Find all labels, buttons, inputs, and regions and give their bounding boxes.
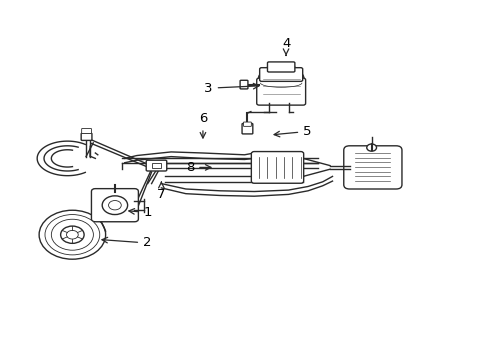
FancyBboxPatch shape — [240, 80, 247, 89]
Circle shape — [108, 201, 121, 210]
FancyBboxPatch shape — [343, 146, 401, 189]
FancyBboxPatch shape — [91, 189, 138, 222]
Text: 6: 6 — [198, 112, 207, 138]
Circle shape — [39, 210, 105, 259]
Circle shape — [61, 226, 84, 243]
Circle shape — [102, 196, 127, 215]
FancyBboxPatch shape — [146, 160, 166, 171]
FancyBboxPatch shape — [242, 123, 252, 134]
FancyBboxPatch shape — [81, 133, 92, 140]
Text: 4: 4 — [281, 37, 290, 55]
FancyBboxPatch shape — [81, 129, 91, 134]
Circle shape — [51, 219, 93, 250]
Circle shape — [66, 230, 78, 239]
Text: 1: 1 — [129, 206, 151, 219]
FancyBboxPatch shape — [259, 68, 302, 81]
Ellipse shape — [258, 64, 304, 98]
FancyBboxPatch shape — [251, 152, 303, 183]
Text: 7: 7 — [157, 182, 165, 201]
Circle shape — [366, 144, 376, 151]
FancyBboxPatch shape — [243, 122, 251, 126]
Text: 8: 8 — [185, 161, 210, 174]
Circle shape — [45, 215, 100, 255]
FancyBboxPatch shape — [256, 78, 305, 105]
Text: 3: 3 — [204, 82, 258, 95]
FancyBboxPatch shape — [267, 62, 294, 72]
Text: 2: 2 — [102, 237, 151, 249]
Text: 5: 5 — [273, 125, 311, 138]
Bar — [151, 163, 161, 168]
